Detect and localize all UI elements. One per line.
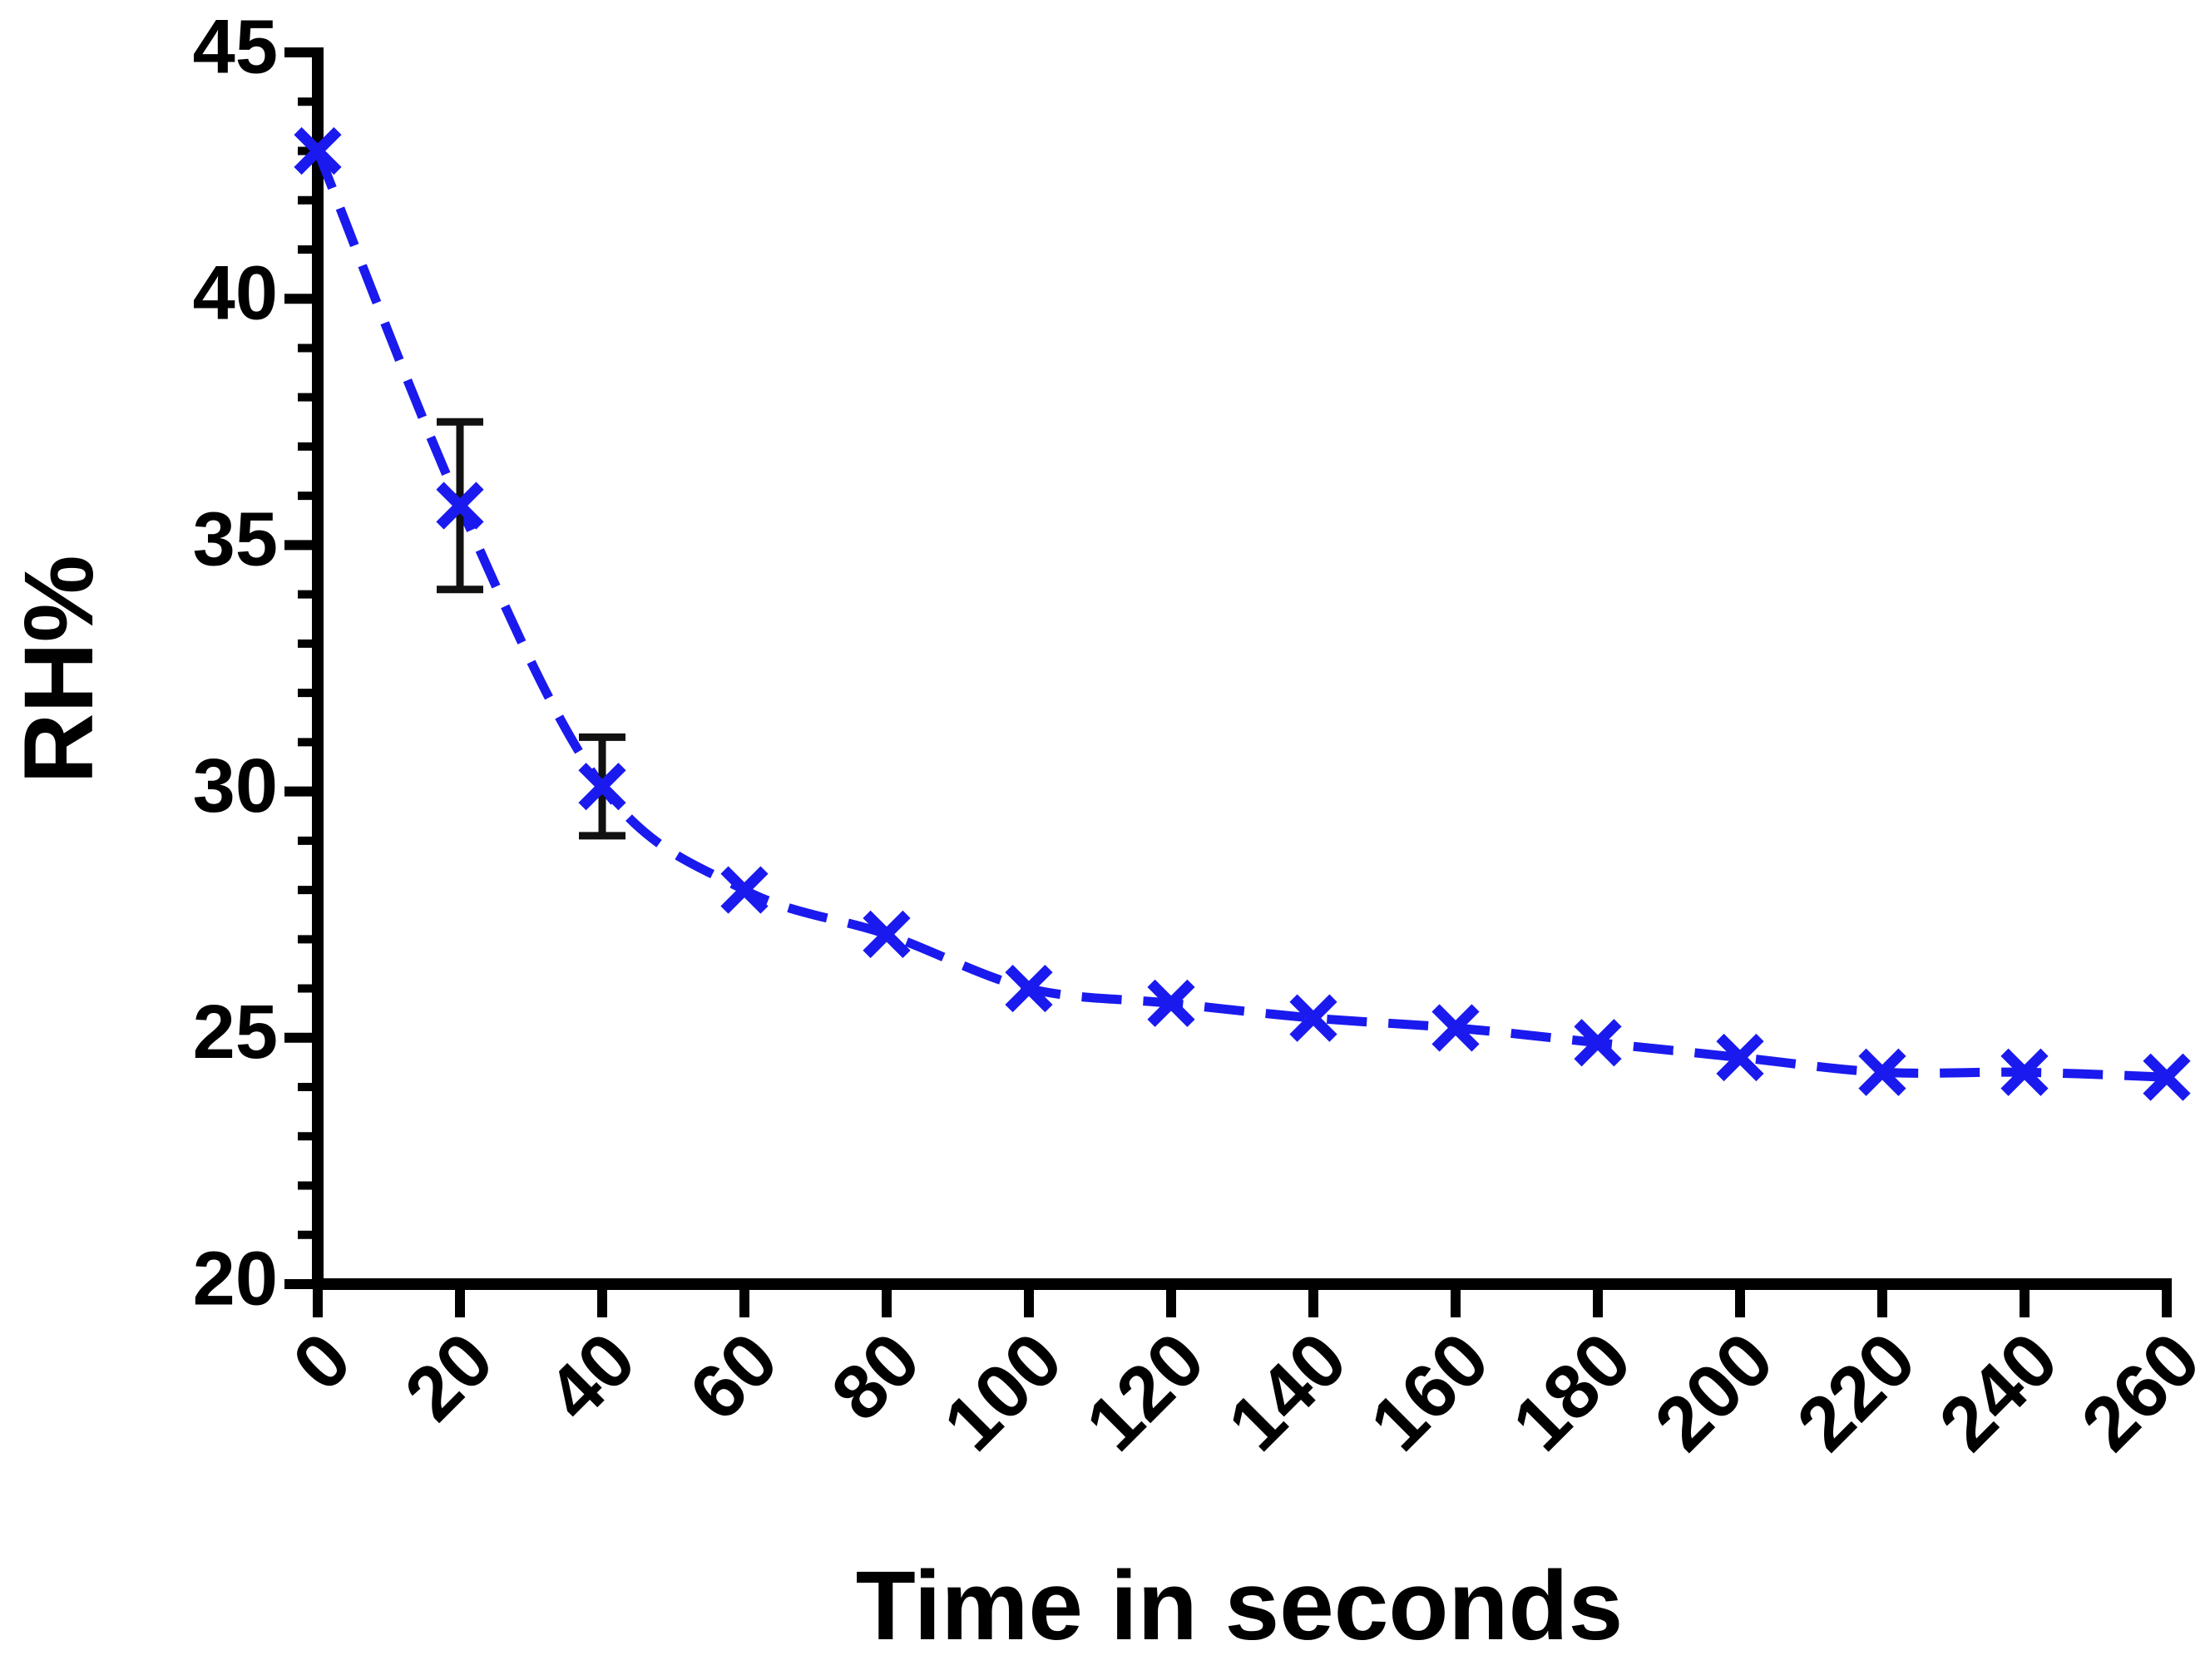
marker	[863, 910, 911, 958]
x-tick-label: 40	[531, 1317, 651, 1436]
x-tick-label: 0	[277, 1317, 367, 1406]
y-tick-label: 25	[193, 990, 278, 1075]
marker	[2000, 1048, 2049, 1096]
x-tick-label: 220	[1782, 1317, 1932, 1467]
x-tick-label: 160	[1355, 1317, 1505, 1467]
x-tick-label: 120	[1070, 1317, 1221, 1467]
x-tick-label: 80	[816, 1317, 936, 1436]
y-tick-label: 45	[193, 4, 278, 89]
marker	[1289, 994, 1337, 1042]
series-line	[313, 149, 2168, 1082]
x-tick-label: 240	[1924, 1317, 2074, 1467]
marker	[1858, 1048, 1906, 1096]
marker	[1005, 964, 1053, 1013]
x-tick-label: 100	[928, 1317, 1079, 1467]
marker	[294, 126, 342, 175]
y-tick-label: 35	[193, 497, 278, 582]
x-tick-label: 20	[389, 1317, 509, 1436]
y-tick-label: 20	[193, 1236, 278, 1321]
x-tick-label: 200	[1639, 1317, 1790, 1467]
y-tick-label: 40	[193, 250, 278, 335]
marker	[1574, 1019, 1622, 1067]
x-tick-label: 180	[1497, 1317, 1648, 1467]
marker	[1431, 1004, 1480, 1052]
y-tick-label: 30	[193, 744, 278, 828]
marker	[1147, 979, 1195, 1027]
x-axis-title: Time in seconds	[856, 1551, 1623, 1661]
marker	[2143, 1053, 2191, 1101]
marker	[578, 763, 626, 811]
y-axis-title: RH%	[4, 555, 114, 783]
x-tick-label: 260	[2066, 1317, 2210, 1467]
marker	[436, 482, 484, 530]
x-tick-label: 60	[674, 1317, 794, 1436]
marker	[720, 866, 769, 914]
marker	[1716, 1033, 1764, 1082]
x-tick-label: 140	[1213, 1317, 1363, 1467]
